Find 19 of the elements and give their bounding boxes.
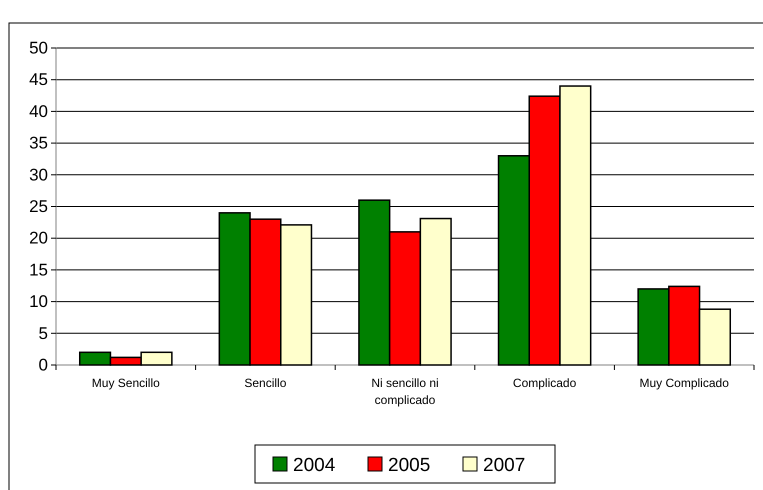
x-tick-label: Muy Sencillo — [92, 376, 160, 390]
y-tick-label: 50 — [29, 38, 48, 58]
y-tick-label: 30 — [29, 165, 48, 184]
y-tick-label: 0 — [38, 355, 48, 374]
y-tick-label: 20 — [29, 228, 48, 248]
legend-label: 2004 — [293, 455, 336, 476]
legend-label: 2007 — [483, 455, 526, 476]
x-tick-label: Sencillo — [244, 376, 287, 390]
x-tick-label: Complicado — [512, 376, 577, 390]
y-tick-label: 10 — [29, 292, 48, 312]
y-tick-label: 40 — [29, 102, 48, 121]
y-tick-label: 25 — [29, 196, 48, 216]
legend-label: 2005 — [388, 455, 430, 476]
y-tick-label: 35 — [29, 134, 48, 153]
y-tick-label: 15 — [29, 260, 48, 280]
x-tick-label: Muy Complicado — [640, 376, 730, 390]
y-tick-label: 5 — [38, 324, 48, 343]
y-tick-label: 45 — [29, 70, 48, 90]
x-tick-label: Ni sencillo ni complicado — [371, 376, 439, 407]
